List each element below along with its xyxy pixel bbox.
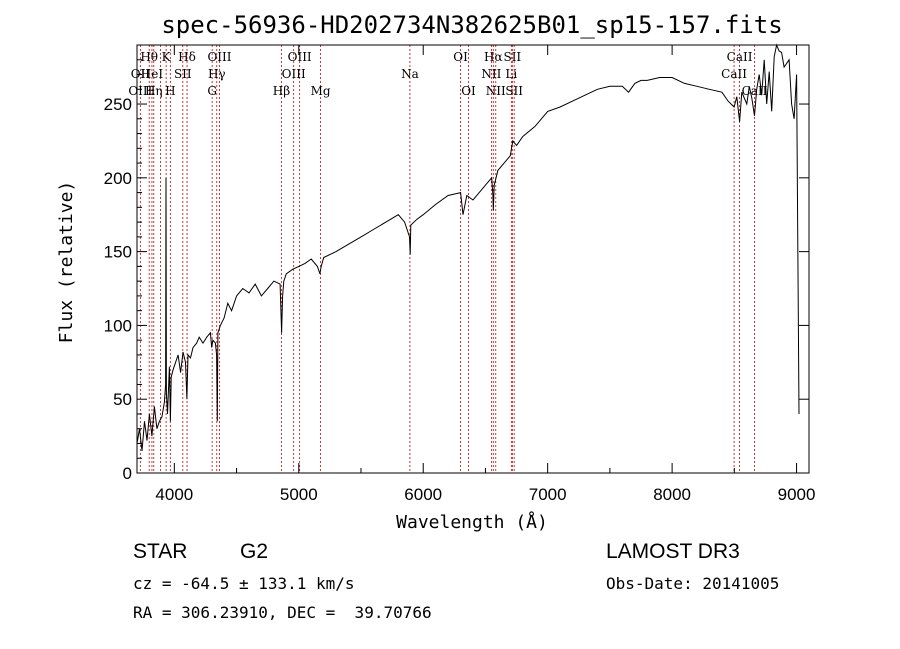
x-tick-label: 8000 <box>653 485 691 504</box>
spectral-line-label: Li <box>505 67 517 81</box>
spectral-line-label: Hθ <box>140 50 158 64</box>
spectral-line-label: G <box>207 84 217 98</box>
ra-dec: RA = 306.23910, DEC = 39.70766 <box>133 603 432 622</box>
spectral-line-label: CaII <box>742 84 768 98</box>
x-tick-label: 5000 <box>280 485 318 504</box>
spectral-line-label: OI <box>461 84 476 98</box>
spectral-line-label: OIII <box>282 67 306 81</box>
y-tick-label: 100 <box>104 316 132 335</box>
y-tick-label: 50 <box>113 390 132 409</box>
spectral-line-label: Hδ <box>178 50 196 64</box>
spectral-line-label: Hβ <box>273 84 290 98</box>
spectral-line-label: OI <box>453 50 468 64</box>
x-tick-label: 4000 <box>155 485 193 504</box>
x-axis-label: Wavelength (Å) <box>396 511 548 533</box>
y-tick-label: 200 <box>104 169 132 188</box>
object-class: STAR <box>133 540 188 563</box>
object-subclass: G2 <box>240 540 269 563</box>
obs-date: Obs-Date: 20141005 <box>606 574 780 593</box>
spectral-line-label: HeI <box>141 67 164 81</box>
spectral-line-label: H <box>165 84 175 98</box>
spectral-line-label: Hη <box>145 84 163 98</box>
y-axis-label: Flux (relative) <box>56 181 77 344</box>
spectral-line-label: CaII <box>721 67 747 81</box>
survey-name: LAMOST DR3 <box>606 540 740 563</box>
spectral-line-label: Hγ <box>208 67 226 81</box>
spectral-line-label: Mg <box>311 84 331 98</box>
y-axis-ticks: 0 50 100 150 200 250 <box>104 59 809 483</box>
spectral-line-label: SII <box>503 50 521 64</box>
spectral-line-markers <box>139 45 755 473</box>
spectral-line-label: NII <box>486 84 506 98</box>
spectral-line-label: SII <box>174 67 192 81</box>
plot-frame <box>136 44 810 474</box>
y-tick-label: 250 <box>104 95 132 114</box>
spectral-line-label: K <box>162 50 172 64</box>
spectral-line-label: OIII <box>207 50 231 64</box>
spectral-line-label: OII <box>131 67 151 81</box>
spectral-line-label: Na <box>401 67 419 81</box>
x-tick-label: 9000 <box>778 485 816 504</box>
x-tick-label: 7000 <box>529 485 567 504</box>
x-axis-ticks: 4000 5000 6000 7000 8000 9000 <box>155 45 815 504</box>
spectrum-line <box>136 43 800 451</box>
y-tick-label: 150 <box>104 243 132 262</box>
spectral-line-label: NII <box>481 67 501 81</box>
cz-value: cz = -64.5 ± 133.1 km/s <box>133 574 355 593</box>
spectral-line-label: OIII <box>128 84 152 98</box>
x-tick-label: 6000 <box>404 485 442 504</box>
spectral-line-label: OIII <box>288 50 312 64</box>
y-tick-label: 0 <box>123 464 132 483</box>
spectral-line-label: SII <box>505 84 523 98</box>
spectral-line-label: CaII <box>727 50 753 64</box>
spectral-line-label: Hα <box>484 50 503 64</box>
chart-title: spec-56936-HD202734N382625B01_sp15-157.f… <box>161 11 782 39</box>
